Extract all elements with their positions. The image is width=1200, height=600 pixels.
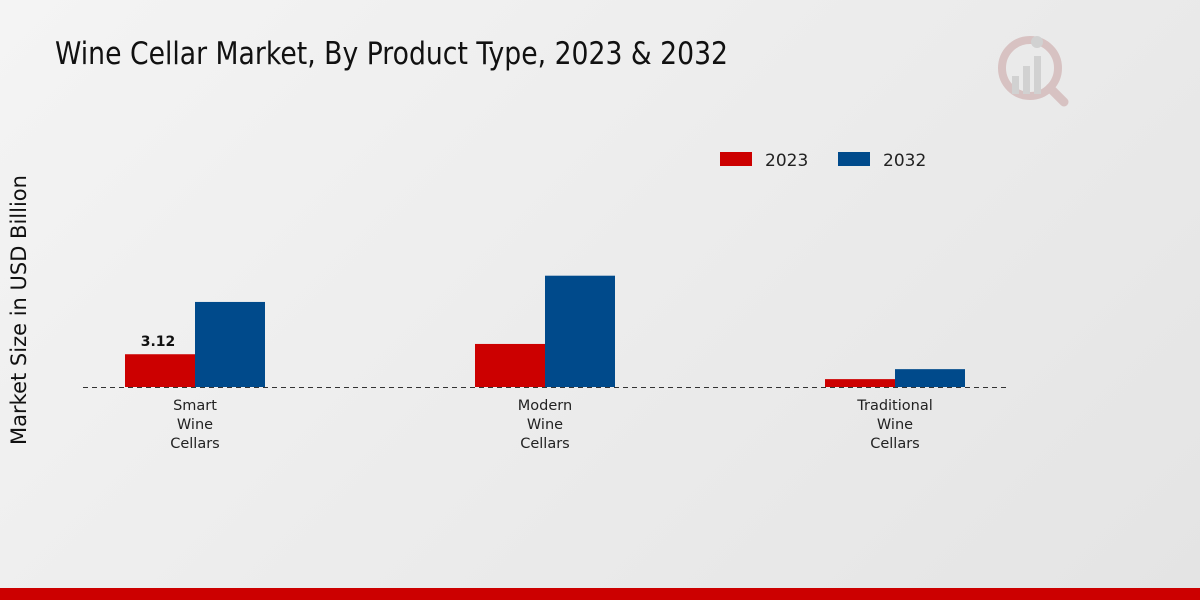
y-axis-label: Market Size in USD Billion bbox=[7, 175, 31, 445]
brand-logo-icon bbox=[998, 36, 1069, 107]
category-label: Cellars bbox=[870, 436, 920, 452]
legend-swatch-2023 bbox=[720, 152, 752, 166]
bar-2032-smart-wine-cellars bbox=[195, 301, 265, 387]
legend-swatch-2032 bbox=[838, 152, 870, 166]
chart-title: Wine Cellar Market, By Product Type, 202… bbox=[55, 36, 729, 72]
category-label: Wine bbox=[527, 417, 563, 433]
bar-2023-modern-wine-cellars bbox=[475, 343, 545, 387]
legend-label-2032: 2032 bbox=[883, 151, 926, 171]
category-label: Modern bbox=[518, 398, 572, 414]
category-label: Wine bbox=[877, 417, 913, 433]
data-label: 3.12 bbox=[141, 334, 176, 350]
bar-2032-modern-wine-cellars bbox=[545, 275, 615, 387]
category-label: Traditional bbox=[856, 398, 933, 414]
bar-2032-traditional-wine-cellars bbox=[895, 369, 965, 387]
category-label: Cellars bbox=[170, 436, 220, 452]
bar-2023-smart-wine-cellars bbox=[125, 354, 195, 387]
category-label: Wine bbox=[177, 417, 213, 433]
bottom-accent-bar bbox=[0, 588, 1200, 600]
bar-2023-traditional-wine-cellars bbox=[825, 379, 895, 387]
category-label: Cellars bbox=[520, 436, 570, 452]
legend-label-2023: 2023 bbox=[765, 151, 808, 171]
category-label: Smart bbox=[173, 398, 217, 414]
